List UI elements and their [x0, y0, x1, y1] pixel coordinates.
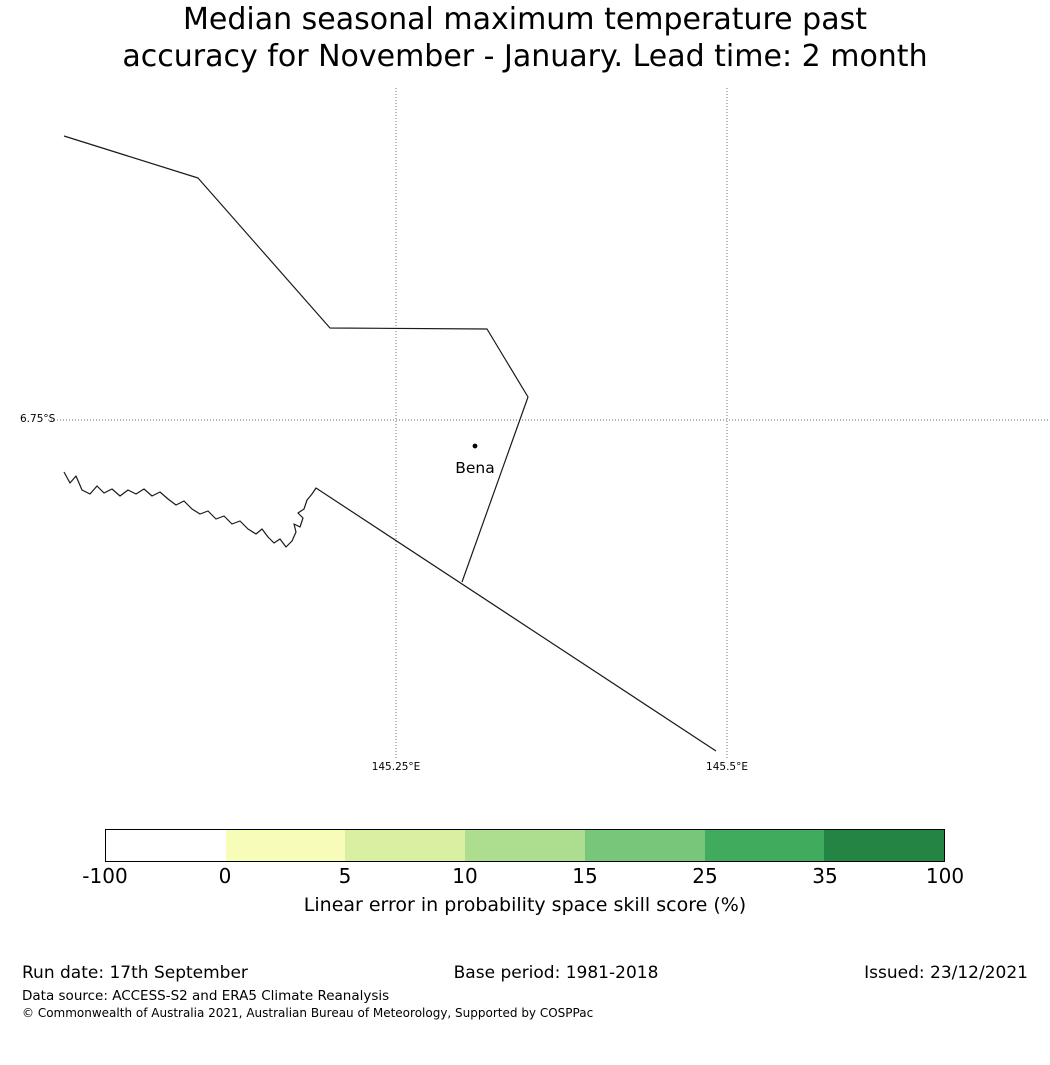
footer-issued: Issued: 23/12/2021: [864, 963, 1028, 983]
colorbar-tick-label: -100: [82, 864, 128, 888]
coastline-north: [63, 135, 529, 583]
colorbar-tick-label: 25: [692, 864, 718, 888]
colorbar: [105, 829, 945, 862]
colorbar-tick-label: 35: [812, 864, 838, 888]
lon-tick-label-145-25e: 145.25°E: [371, 761, 421, 773]
footer-row: Run date: 17th September Base period: 19…: [22, 963, 1028, 983]
colorbar-segment: [106, 830, 226, 861]
colorbar-segment: [824, 830, 945, 861]
colorbar-segment: [345, 830, 466, 861]
page-title-line2: accuracy for November - January. Lead ti…: [122, 39, 928, 74]
footer-run-date: Run date: 17th September: [22, 963, 248, 983]
colorbar-tick-label: 10: [452, 864, 478, 888]
page-title-line1: Median seasonal maximum temperature past: [183, 2, 867, 37]
station-dot: [472, 443, 478, 449]
colorbar-tick-label: 15: [572, 864, 598, 888]
colorbar-tick-label: 5: [338, 864, 352, 888]
colorbar-segment: [225, 830, 346, 861]
footer-base-period: Base period: 1981-2018: [453, 963, 659, 983]
footer-data-source: Data source: ACCESS-S2 and ERA5 Climate …: [22, 988, 390, 1004]
colorbar-title: Linear error in probability space skill …: [303, 894, 747, 916]
lon-tick-label-145-5e: 145.5°E: [706, 761, 748, 773]
colorbar-tick-label: 100: [925, 864, 965, 888]
colorbar-ticks: -100 0 5 10 15 25 35 100: [82, 864, 964, 890]
colorbar-tick-label: 0: [218, 864, 232, 888]
colorbar-segment: [465, 830, 585, 861]
coastline-south: [63, 471, 717, 752]
lat-tick-label: 6.75°S: [20, 413, 56, 425]
page-title: Median seasonal maximum temperature past…: [0, 1, 1050, 75]
colorbar-segment: [704, 830, 825, 861]
footer-copyright: © Commonwealth of Australia 2021, Austra…: [22, 1006, 594, 1020]
station-label: Bena: [455, 459, 495, 477]
colorbar-segment: [584, 830, 705, 861]
